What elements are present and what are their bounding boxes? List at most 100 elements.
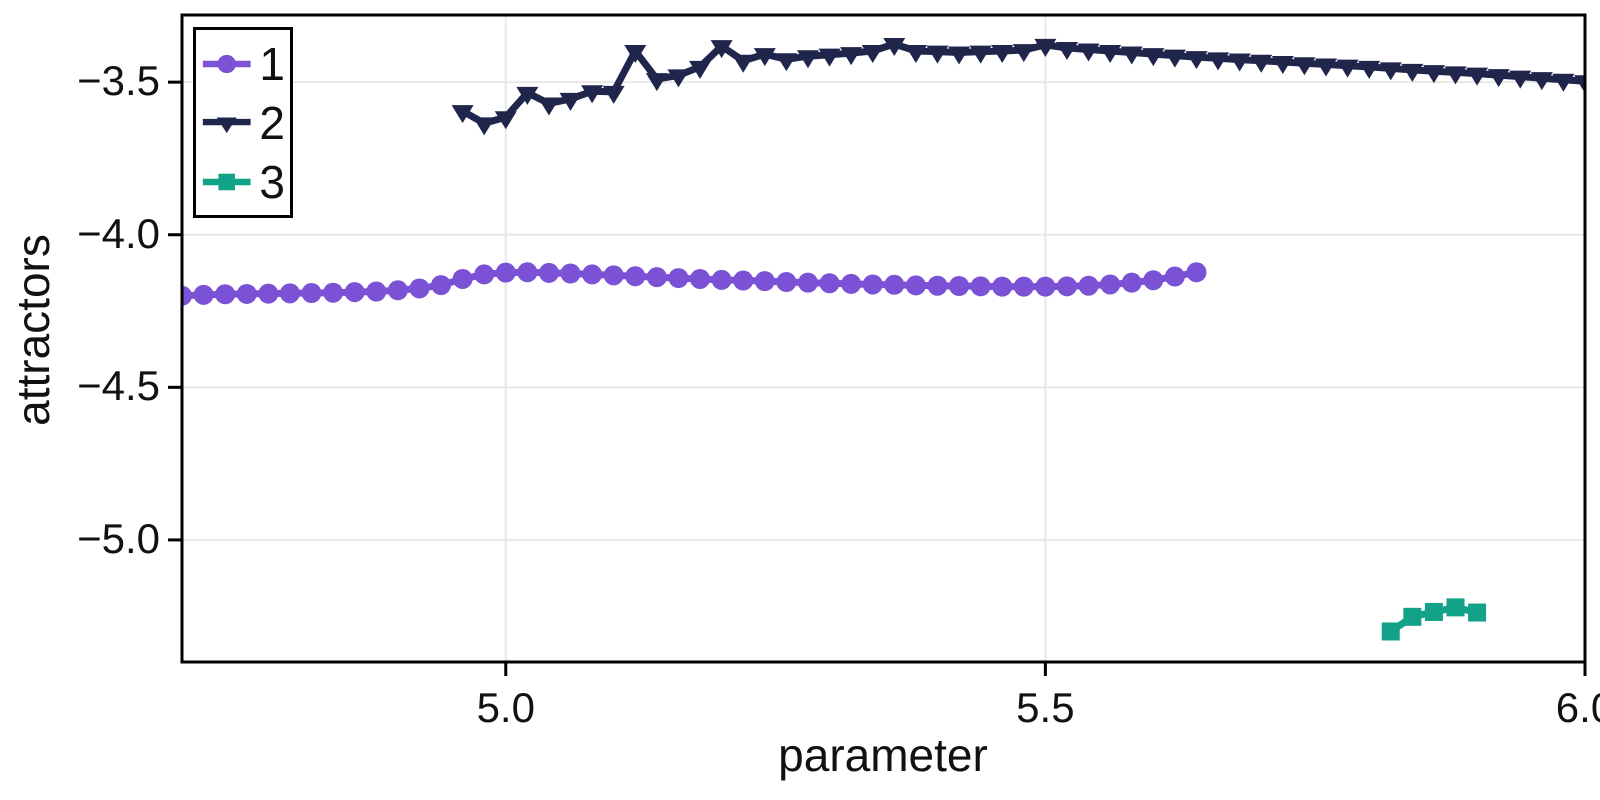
legend-item: 3	[201, 159, 285, 205]
legend-item: 1	[201, 41, 285, 87]
series-2-marker	[1444, 66, 1467, 85]
series-2-marker	[1207, 52, 1230, 71]
series-2-marker	[1336, 59, 1359, 78]
series-2-marker	[1228, 53, 1251, 72]
series-2-marker	[645, 73, 668, 92]
series-2-marker	[451, 105, 474, 124]
series-2-marker	[1120, 46, 1143, 65]
series-1-marker	[733, 270, 754, 291]
series-1-marker	[603, 265, 624, 286]
series-2-marker	[1099, 45, 1122, 64]
series-1-marker	[927, 275, 948, 296]
series-1-marker	[495, 262, 516, 283]
series-1-marker	[862, 274, 883, 295]
series-1-marker	[668, 268, 689, 289]
series-1-marker	[344, 282, 365, 303]
legend-item-label: 2	[259, 96, 285, 149]
series-2-marker	[602, 85, 625, 104]
series-3-marker	[1446, 598, 1465, 617]
series-2-marker	[969, 45, 992, 64]
series-1-marker	[776, 272, 797, 293]
series-1-marker	[1078, 275, 1099, 296]
series-1-marker	[431, 275, 452, 296]
series-2-marker	[883, 37, 906, 56]
series-1-marker	[452, 268, 473, 289]
series-1-marker	[797, 272, 818, 293]
series-2-marker	[537, 97, 560, 116]
series-1-marker	[819, 273, 840, 294]
series-2-marker	[840, 47, 863, 66]
x-tick-label: 6.0	[1555, 684, 1600, 731]
series-2-marker	[1055, 41, 1078, 60]
series-1-marker	[323, 282, 344, 303]
series-2-marker	[991, 45, 1014, 64]
legend-triangle-down-marker-icon	[202, 116, 251, 133]
series-2-marker	[1530, 72, 1553, 91]
series-3-marker	[1381, 622, 1400, 641]
series-2-marker	[948, 46, 971, 65]
series-1-marker	[1100, 274, 1121, 295]
series-2-marker	[775, 53, 798, 72]
series-2-marker	[559, 92, 582, 111]
series-2-marker	[1422, 65, 1445, 84]
series-1-marker	[1186, 262, 1207, 283]
series-2-marker	[1271, 55, 1294, 74]
series-2-marker	[710, 40, 733, 59]
series-2-marker	[1358, 60, 1381, 79]
y-tick-label: −3.5	[77, 57, 160, 105]
series-1-marker	[409, 278, 430, 299]
legend-circle-marker-icon	[202, 54, 251, 73]
series-1-marker	[1143, 270, 1164, 291]
series-1-marker	[905, 275, 926, 296]
series-2-marker	[1293, 57, 1316, 76]
series-2-marker	[689, 60, 712, 79]
legend-square-marker-icon	[202, 173, 251, 190]
series-1-marker	[517, 262, 538, 283]
series-1-marker	[366, 281, 387, 302]
series-3-marker	[1424, 602, 1443, 621]
legend: 1 2 3	[193, 27, 293, 218]
series-1-marker	[841, 273, 862, 294]
series-2-marker	[753, 48, 776, 67]
plot-frame	[180, 13, 1587, 664]
series-2-marker	[1379, 62, 1402, 81]
y-tick-label: −4.0	[77, 209, 160, 257]
series-2-marker	[1077, 43, 1100, 62]
series-2-marker	[1401, 63, 1424, 82]
series-1-marker	[1013, 276, 1034, 297]
series-2-marker	[732, 54, 755, 73]
series-1-marker	[560, 263, 581, 284]
series-1-marker	[884, 274, 905, 295]
series-1-marker	[1121, 272, 1142, 293]
series-1-marker	[711, 269, 732, 290]
series-2-marker	[667, 69, 690, 88]
series-2-marker	[1552, 73, 1575, 92]
series-1-marker	[538, 262, 559, 283]
series-1-marker	[301, 283, 322, 304]
series-2-marker	[1314, 58, 1337, 77]
x-axis-label: parameter	[778, 729, 988, 781]
series-2-marker	[494, 111, 517, 130]
series-1-marker	[387, 280, 408, 301]
y-tick-label: −4.5	[77, 362, 160, 410]
series-3-marker	[1403, 607, 1422, 626]
y-tick-label: −5.0	[77, 514, 160, 562]
series-2-marker	[1487, 69, 1510, 88]
legend-item-label: 1	[259, 37, 285, 90]
series-1-marker	[215, 284, 236, 305]
series-2-marker	[581, 85, 604, 104]
y-axis-label: attractors	[7, 234, 59, 426]
series-1-marker	[690, 268, 711, 289]
series-2-marker	[1574, 75, 1586, 94]
series-1-marker	[646, 267, 667, 288]
series-2-marker	[516, 86, 539, 105]
series-1-marker	[1164, 266, 1185, 287]
series-2-marker	[926, 45, 949, 64]
series-2-marker	[1185, 51, 1208, 70]
series-2-marker	[1034, 38, 1057, 57]
series-2-marker	[1142, 48, 1165, 67]
x-tick-label: 5.5	[1016, 684, 1075, 731]
series-3-marker	[1468, 603, 1487, 622]
